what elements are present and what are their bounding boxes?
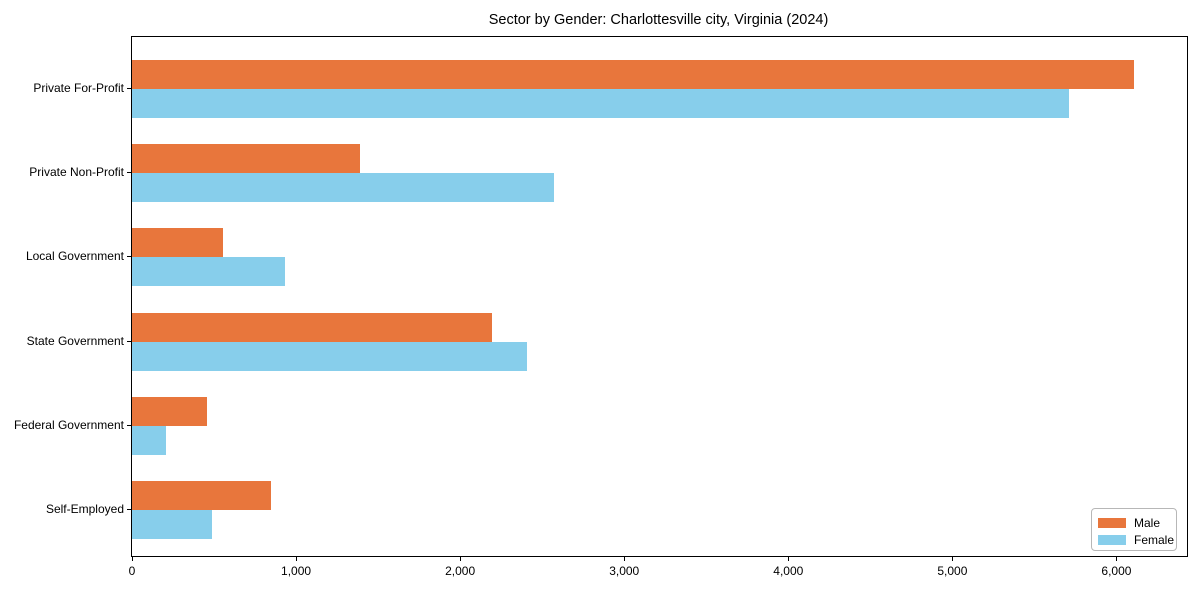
bar-female-4 <box>132 425 167 455</box>
chart-title: Sector by Gender: Charlottesville city, … <box>488 12 829 28</box>
legend-item-female: Female <box>1098 532 1176 547</box>
female-legend-label: Female <box>1134 532 1175 547</box>
bar-male-0 <box>132 60 1135 89</box>
x-axis-tick-mark <box>132 557 133 561</box>
y-axis-category-label: Local Government <box>25 249 124 264</box>
y-axis-tick-mark <box>127 340 131 342</box>
bar-female-3 <box>132 341 528 371</box>
x-axis-tick-label: 0 <box>128 564 136 578</box>
y-axis-category-label: Private For-Profit <box>33 81 124 95</box>
bar-male-2 <box>132 228 224 258</box>
y-axis-tick-mark <box>127 88 131 89</box>
y-axis-category-label: Private Non-Profit <box>29 165 124 180</box>
y-axis-category-label: State Government <box>26 333 124 348</box>
bar-male-4 <box>132 396 208 426</box>
x-axis-tick-mark <box>296 557 298 561</box>
x-axis-tick-mark <box>952 557 954 561</box>
x-axis-tick-mark <box>1116 557 1118 561</box>
x-axis-tick-label: 3,000 <box>609 564 640 578</box>
bar-female-5 <box>132 510 213 539</box>
bar-female-2 <box>132 257 285 287</box>
x-axis-tick-label: 6,000 <box>1101 564 1132 578</box>
y-axis-tick-mark <box>127 509 131 510</box>
legend: Male Female <box>1091 508 1177 551</box>
y-axis-tick-mark <box>127 172 131 174</box>
bar-male-3 <box>132 312 493 342</box>
y-axis-tick-mark <box>127 256 131 258</box>
x-axis-tick-label: 2,000 <box>445 564 476 578</box>
male-legend-label: Male <box>1134 515 1161 530</box>
plot-area <box>131 36 1188 557</box>
x-axis-tick-label: 5,000 <box>937 564 968 578</box>
x-axis-tick-mark <box>788 557 790 561</box>
legend-item-male: Male <box>1098 515 1176 530</box>
bar-female-1 <box>132 173 555 203</box>
bar-female-0 <box>132 89 1069 118</box>
x-axis-tick-label: 4,000 <box>773 564 804 578</box>
y-axis-category-label: Federal Government <box>13 417 124 432</box>
male-legend-swatch <box>1098 517 1126 528</box>
female-legend-swatch <box>1098 534 1126 545</box>
y-axis-tick-mark <box>127 424 131 426</box>
bar-male-1 <box>132 144 361 174</box>
x-axis-tick-mark <box>624 557 626 561</box>
x-axis-tick-label: 1,000 <box>281 564 312 578</box>
y-axis-category-label: Self-Employed <box>45 502 124 516</box>
x-axis-tick-mark <box>460 557 462 561</box>
bar-male-5 <box>132 481 272 510</box>
